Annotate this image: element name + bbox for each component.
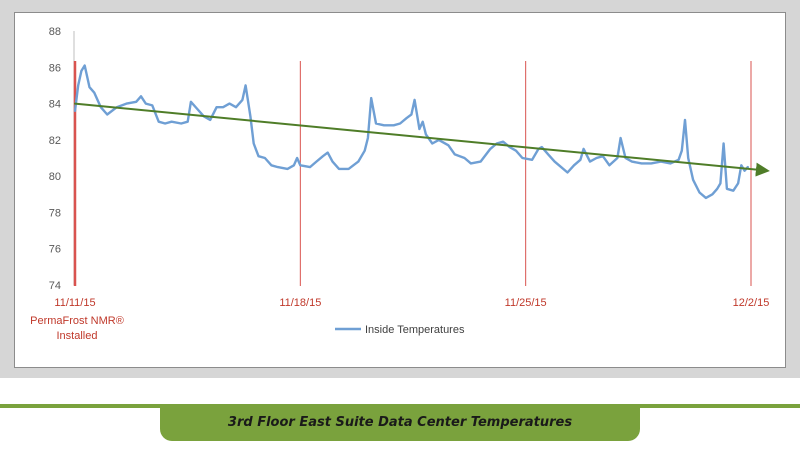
- install-note-label: Installed: [57, 330, 98, 342]
- y-tick-label: 84: [49, 99, 61, 111]
- date-marker-label: 11/25/15: [505, 297, 547, 309]
- temperature-line-chart: 74 76 78 80 82 84 86 88 11/11/15 PermaFrost NMR®…: [30, 26, 770, 342]
- y-tick-label: 88: [49, 26, 61, 38]
- date-marker-label: 11/18/15: [279, 297, 321, 309]
- date-marker-label: 11/11/15: [54, 297, 95, 309]
- trend-line: [74, 102, 770, 177]
- y-tick-label: 80: [49, 171, 61, 183]
- install-note-label: PermaFrost NMR®: [30, 315, 124, 327]
- caption-title: 3rd Floor East Suite Data Center Tempera…: [227, 415, 573, 430]
- caption-bar: 3rd Floor East Suite Data Center Tempera…: [160, 404, 640, 441]
- series-layer: [73, 64, 770, 200]
- y-tick-label: 74: [49, 280, 61, 292]
- y-tick-label: 82: [49, 135, 61, 147]
- legend-label: Inside Temperatures: [365, 324, 465, 336]
- y-tick-label: 86: [49, 62, 61, 74]
- y-tick-label: 78: [49, 207, 61, 219]
- legend: Inside Temperatures: [335, 324, 465, 336]
- date-markers: 11/11/15 PermaFrost NMR® Installed 11/18/15…: [30, 61, 769, 342]
- chart-panel: 74 76 78 80 82 84 86 88 11/11/15 PermaFrost NMR®…: [14, 12, 786, 368]
- y-tick-label: 76: [49, 244, 61, 256]
- y-axis-ticks: 74 76 78 80 82 84 86 88: [49, 26, 61, 292]
- date-marker-label: 12/2/15: [733, 297, 770, 309]
- inside-temperature-line: [73, 64, 749, 200]
